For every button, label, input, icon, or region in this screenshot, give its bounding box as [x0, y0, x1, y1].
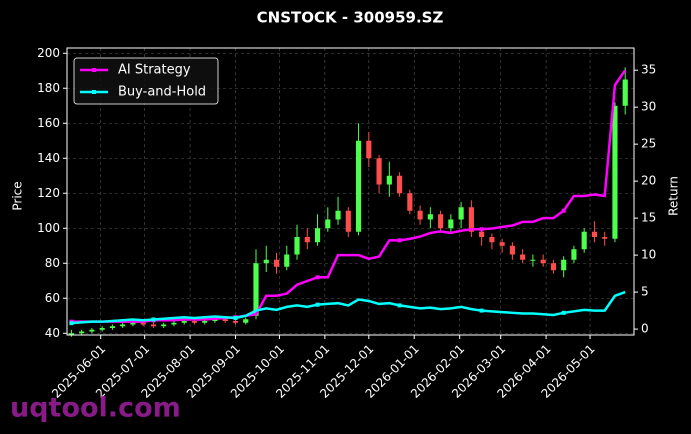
legend-marker [92, 90, 96, 94]
candle-body [591, 231, 598, 237]
line-marker [561, 310, 566, 315]
line-marker [561, 208, 566, 213]
candle-body [612, 105, 618, 239]
candle-body [68, 333, 74, 335]
candle-body [407, 193, 413, 211]
y2-tick-label: 25 [641, 137, 656, 151]
y2-tick-label: 30 [641, 100, 656, 114]
candle-body [202, 321, 208, 323]
line-marker [479, 227, 484, 232]
plot-frame [66, 47, 635, 336]
y-tick-label: 200 [37, 46, 60, 60]
candle-body [571, 249, 577, 260]
line-marker [69, 321, 74, 326]
candle-body [325, 219, 331, 229]
candle-body [448, 219, 454, 229]
y-tick-label: 40 [45, 326, 60, 340]
line [71, 290, 626, 325]
candle-body [458, 207, 464, 220]
candle-body [150, 324, 157, 327]
candle-body [232, 321, 239, 323]
candle-body [191, 321, 198, 323]
line-marker [233, 315, 238, 320]
line-marker [479, 308, 484, 313]
candle-body [109, 326, 115, 328]
candle-body [355, 140, 362, 232]
y2-tick-label: 0 [641, 322, 649, 336]
candle-body [222, 319, 228, 321]
candle-body [479, 231, 485, 237]
y-tick-label: 120 [37, 186, 60, 200]
y2-tick-label: 15 [641, 211, 656, 225]
y-tick-label: 100 [37, 221, 60, 235]
candle-body [509, 245, 515, 255]
candle-body [397, 175, 403, 194]
line-marker [315, 302, 320, 307]
y-axis-label: Price [11, 181, 25, 210]
candle-body [581, 231, 587, 250]
y2-tick-label: 35 [641, 63, 656, 77]
line-marker [397, 303, 402, 308]
legend-label: Buy-and-Hold [118, 85, 206, 100]
candle-body [622, 79, 628, 106]
candle-body [499, 242, 505, 246]
candle-body [438, 214, 444, 229]
candle-body [273, 259, 280, 267]
y-tick-label: 60 [45, 291, 60, 305]
candle-body [540, 259, 546, 264]
y-tick-label: 80 [45, 256, 60, 270]
candle-body [212, 319, 218, 321]
line-marker [315, 275, 320, 280]
y2-axis-label: Return [667, 176, 681, 216]
candle-body [120, 324, 126, 327]
legend-box [73, 57, 219, 105]
candle-body [366, 140, 372, 159]
candle-body [314, 228, 321, 243]
candle-body [417, 210, 423, 220]
y-tick-label: 140 [37, 151, 60, 165]
candle-body [468, 207, 474, 232]
candle-body [489, 237, 495, 243]
line [71, 69, 627, 323]
candle-body [561, 259, 567, 271]
candle-body [520, 254, 526, 260]
watermark: uqtool.com [10, 393, 181, 424]
legend-label: AI Strategy [118, 63, 191, 78]
candle-body [89, 329, 95, 332]
chart-title: CNSTOCK - 300959.SZ [257, 9, 444, 27]
candle-body [79, 331, 85, 334]
candle-body [243, 319, 249, 323]
y2-tick-label: 5 [641, 285, 649, 299]
candle-body [253, 263, 259, 316]
line-marker [397, 238, 402, 243]
legend-marker [92, 68, 96, 72]
candle-body [140, 322, 146, 325]
candle-body [427, 214, 433, 220]
candle-body [345, 210, 351, 232]
candle-body [376, 158, 382, 185]
candle-body [161, 324, 167, 327]
candle-body [602, 237, 608, 239]
candle-body [294, 237, 300, 255]
y2-tick-label: 20 [641, 174, 656, 188]
candle-body [386, 175, 392, 185]
candle-body [99, 328, 105, 330]
candle-body [550, 263, 556, 271]
y2-tick-label: 10 [641, 248, 656, 262]
candle-body [181, 321, 187, 323]
candle-body [530, 259, 536, 261]
candle-body [335, 210, 341, 220]
y-tick-label: 180 [37, 81, 60, 95]
line-marker [151, 317, 156, 322]
y-tick-label: 160 [37, 116, 60, 130]
candle-body [263, 259, 269, 264]
candle-body [284, 254, 290, 267]
candle-body [304, 237, 310, 243]
candle-body [171, 322, 177, 325]
candle-body [130, 322, 136, 325]
